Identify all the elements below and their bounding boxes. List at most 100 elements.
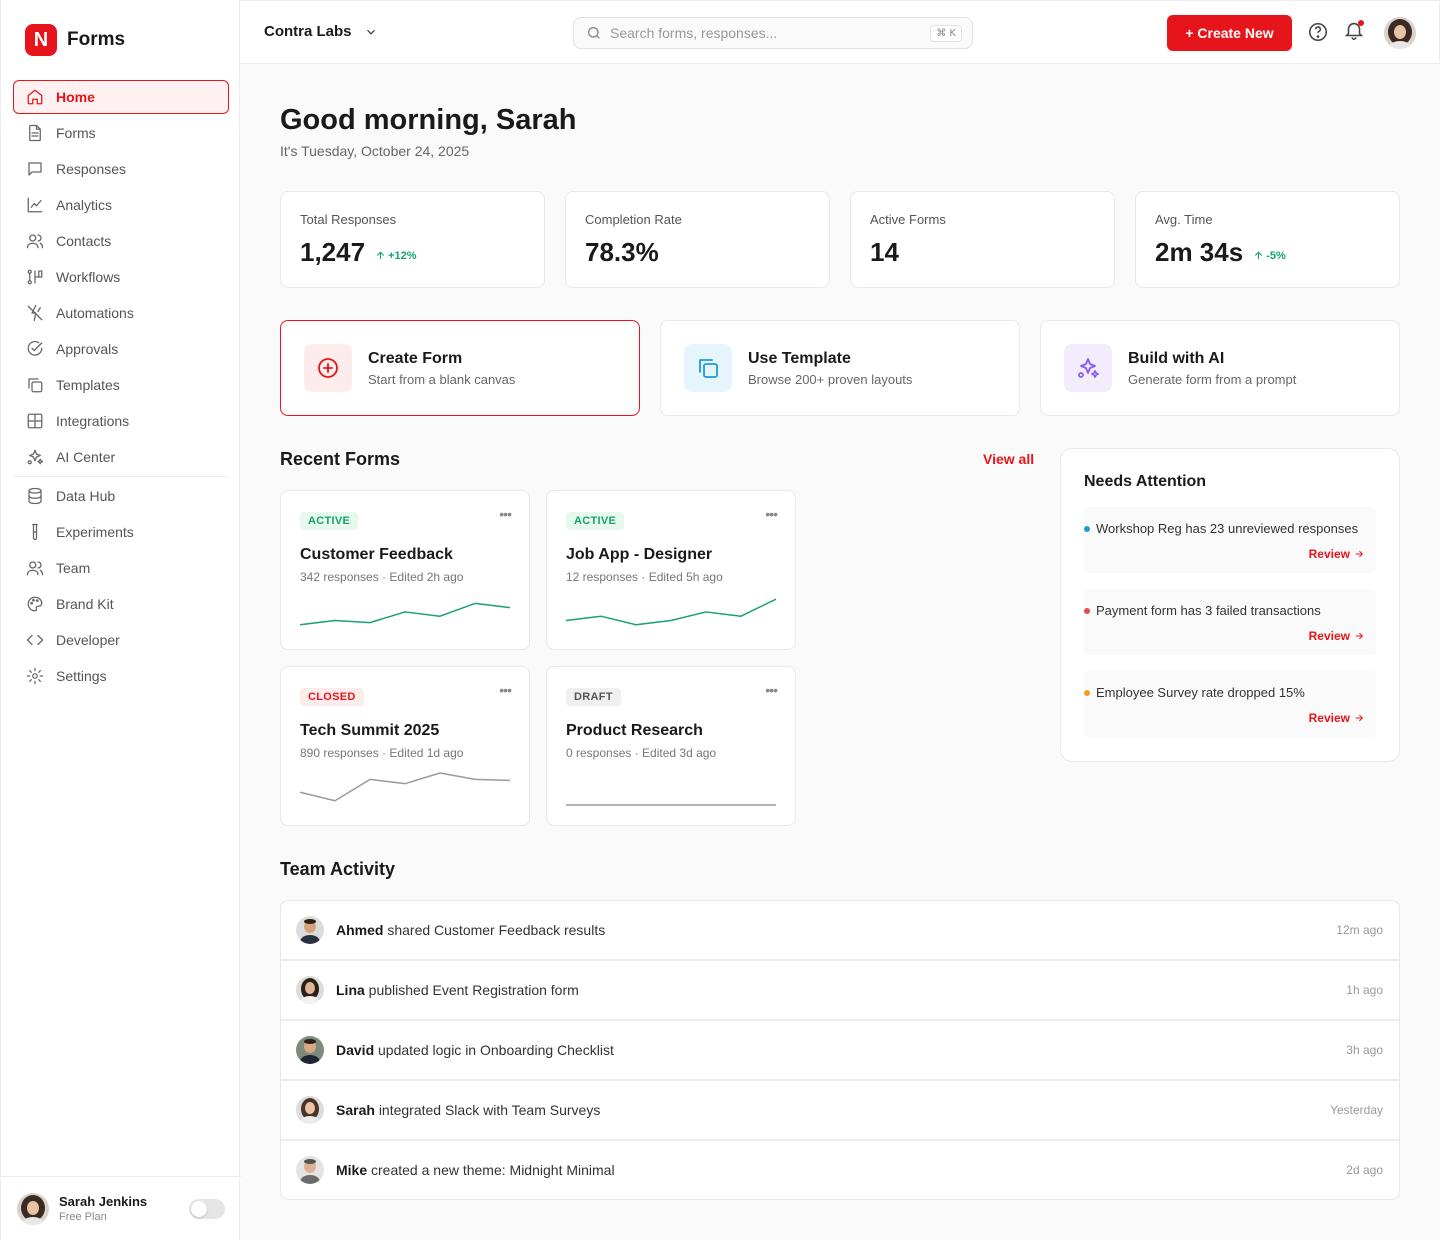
code-icon (26, 634, 44, 646)
sidebar-item-settings[interactable]: Settings (13, 659, 229, 693)
avatar (17, 1192, 49, 1225)
sparkline (300, 772, 510, 802)
attention-item: Workshop Reg has 23 unreviewed responses… (1084, 507, 1376, 573)
attention-item: Payment form has 3 failed transactions R… (1084, 589, 1376, 655)
sidebar-item-responses[interactable]: Responses (13, 152, 229, 186)
sidebar-item-label: Team (56, 560, 91, 576)
review-link[interactable]: Review (1309, 547, 1364, 561)
sparkline (566, 804, 776, 806)
more-options-icon[interactable]: ••• (499, 506, 512, 522)
search-input[interactable] (610, 25, 910, 41)
sidebar-item-home[interactable]: Home (13, 80, 229, 114)
create-form-action[interactable]: Create Form Start from a blank canvas (280, 320, 640, 416)
sidebar-item-label: Home (56, 89, 95, 105)
document-icon (29, 124, 41, 142)
activity-action: shared Customer Feedback results (387, 922, 606, 938)
sparkline (566, 598, 776, 626)
form-meta: 342 responses · Edited 2h ago (300, 570, 464, 584)
activity-user: Mike (336, 1162, 368, 1178)
action-subtitle: Generate form from a prompt (1128, 371, 1297, 387)
sidebar-item-label: Settings (56, 668, 107, 684)
sidebar-item-analytics[interactable]: Analytics (13, 188, 229, 222)
theme-toggle[interactable] (189, 1199, 225, 1219)
sparkles-icon (27, 449, 44, 465)
sidebar-item-templates[interactable]: Templates (13, 368, 229, 402)
more-options-icon[interactable]: ••• (765, 506, 778, 522)
sidebar-item-label: Automations (56, 305, 134, 321)
sidebar-item-label: Workflows (56, 269, 121, 285)
form-card[interactable]: CLOSED ••• Tech Summit 2025 890 response… (280, 666, 530, 826)
needs-attention-panel: Needs Attention Workshop Reg has 23 unre… (1060, 448, 1400, 762)
chevron-down-icon (366, 29, 375, 35)
stat-card: Active Forms 14 (850, 191, 1115, 288)
action-title: Create Form (368, 349, 463, 367)
view-all-link[interactable]: View all (983, 451, 1035, 467)
form-card[interactable]: ACTIVE ••• Customer Feedback 342 respons… (280, 490, 530, 650)
search-icon (588, 27, 600, 39)
status-badge: DRAFT (566, 688, 621, 706)
activity-time: 2d ago (1346, 1163, 1383, 1177)
user-profile[interactable]: Sarah Jenkins Free Plan (1, 1176, 241, 1240)
sidebar-item-contacts[interactable]: Contacts (13, 224, 229, 258)
sidebar-item-ai-center[interactable]: AI Center (13, 440, 229, 474)
action-subtitle: Start from a blank canvas (368, 371, 516, 387)
sidebar-item-label: Approvals (56, 341, 119, 357)
review-link[interactable]: Review (1309, 711, 1364, 725)
sidebar-item-experiments[interactable]: Experiments (13, 515, 229, 549)
sparkline-series (300, 602, 510, 626)
sidebar-item-forms[interactable]: Forms (13, 116, 229, 150)
review-link[interactable]: Review (1309, 629, 1364, 643)
sparkline-series (566, 598, 776, 626)
sidebar-item-label: Developer (56, 632, 120, 648)
status-badge: ACTIVE (300, 512, 359, 530)
form-title: Customer Feedback (300, 546, 453, 563)
activity-item[interactable]: David updated logic in Onboarding Checkl… (281, 1019, 1399, 1079)
palette-icon (27, 596, 43, 612)
activity-time: 12m ago (1336, 923, 1383, 937)
workflow-icon (27, 269, 43, 285)
build-with-ai-action[interactable]: Build with AI Generate form from a promp… (1040, 320, 1400, 416)
form-card[interactable]: ACTIVE ••• Job App - Designer 12 respons… (546, 490, 796, 650)
activity-item[interactable]: Lina published Event Registration form 1… (281, 959, 1399, 1019)
sidebar-item-brand-kit[interactable]: Brand Kit (13, 587, 229, 621)
stat-value: 78.3% (585, 237, 659, 267)
activity-item[interactable]: Ahmed shared Customer Feedback results 1… (281, 901, 1399, 959)
sidebar-nav: Home Forms Responses Analytics Contacts … (13, 80, 229, 695)
activity-time: 1h ago (1346, 983, 1383, 997)
notifications-button[interactable] (1343, 19, 1365, 41)
brand[interactable]: N Forms (25, 24, 125, 56)
stat-label: Total Responses (300, 212, 397, 227)
sidebar-item-data-hub[interactable]: Data Hub (13, 479, 229, 513)
workspace-switcher[interactable]: Contra Labs (264, 23, 378, 40)
activity-action: created a new theme: Midnight Minimal (371, 1162, 615, 1178)
workspace-name: Contra Labs (264, 23, 352, 40)
use-template-action[interactable]: Use Template Browse 200+ proven layouts (660, 320, 1020, 416)
help-icon (1308, 22, 1328, 42)
sidebar-item-label: Data Hub (56, 488, 116, 504)
search-bar[interactable]: ⌘ K (573, 17, 973, 49)
form-title: Tech Summit 2025 (300, 722, 440, 739)
team-activity-title: Team Activity (280, 859, 396, 879)
help-button[interactable] (1307, 21, 1329, 43)
activity-item[interactable]: Sarah integrated Slack with Team Surveys… (281, 1079, 1399, 1139)
sidebar-item-workflows[interactable]: Workflows (13, 260, 229, 294)
arrow-right-icon (1355, 632, 1364, 640)
sidebar-item-team[interactable]: Team (13, 551, 229, 585)
create-new-button[interactable]: + Create New (1167, 15, 1292, 51)
form-card[interactable]: DRAFT ••• Product Research 0 responses ·… (546, 666, 796, 826)
page-date: It's Tuesday, October 24, 2025 (280, 143, 470, 159)
sidebar-item-approvals[interactable]: Approvals (13, 332, 229, 366)
sidebar-item-integrations[interactable]: Integrations (13, 404, 229, 438)
grid-icon (27, 413, 43, 429)
more-options-icon[interactable]: ••• (765, 682, 778, 698)
avatar[interactable] (1384, 17, 1416, 49)
activity-item[interactable]: Mike created a new theme: Midnight Minim… (281, 1139, 1399, 1199)
form-meta: 12 responses · Edited 5h ago (566, 570, 723, 584)
more-options-icon[interactable]: ••• (499, 682, 512, 698)
arrow-right-icon (1355, 550, 1364, 558)
sidebar-item-developer[interactable]: Developer (13, 623, 229, 657)
action-title: Use Template (748, 349, 851, 367)
sparkles-icon (1078, 358, 1099, 378)
sidebar-item-automations[interactable]: Automations (13, 296, 229, 330)
topbar: Contra Labs ⌘ K + Create New (240, 0, 1440, 64)
